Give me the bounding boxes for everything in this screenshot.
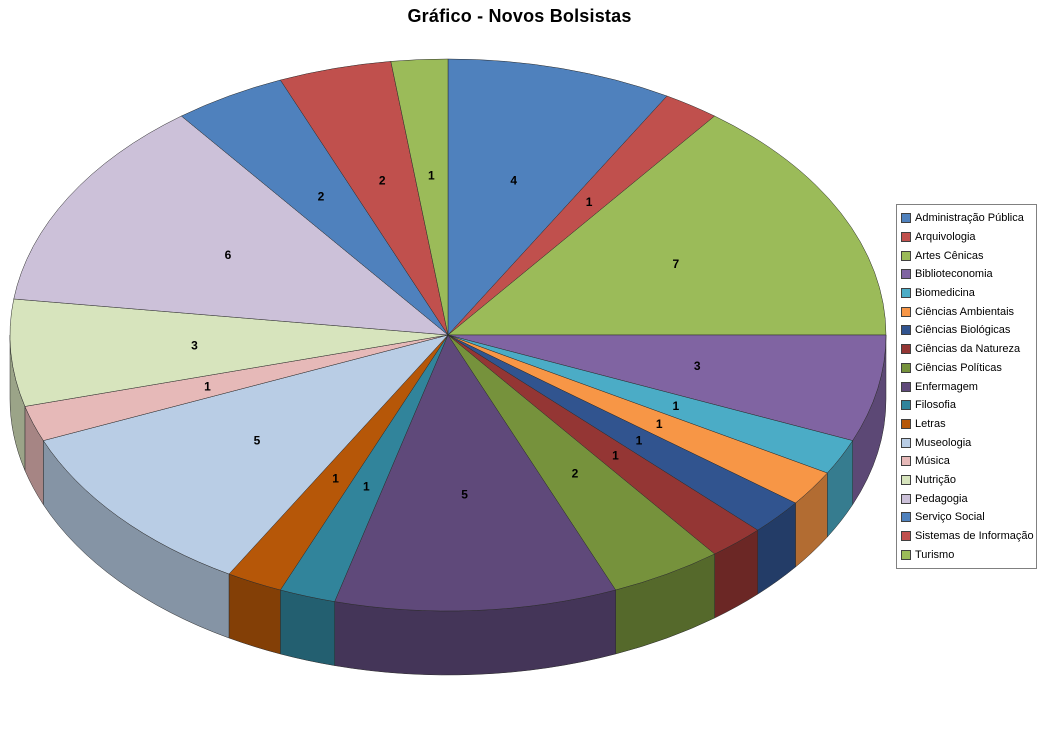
pie-slice-label: 1 (636, 434, 643, 448)
legend-label: Museologia (915, 436, 972, 449)
pie-slice (42, 334, 449, 575)
pie-slice (447, 334, 887, 441)
legend-label: Serviço Social (915, 511, 985, 524)
legend-item: Filosofia (901, 396, 1034, 415)
legend-item: Pedagogia (901, 489, 1034, 508)
legend-label: Sistemas de Informação (915, 530, 1034, 543)
legend-item: Museologia (901, 433, 1034, 452)
legend-swatch (901, 325, 911, 336)
legend-item: Música (901, 452, 1034, 471)
legend-label: Ciências Ambientais (915, 305, 1015, 318)
legend-label: Música (915, 455, 950, 468)
pie-slice-label: 2 (572, 467, 579, 481)
legend-swatch (901, 344, 911, 355)
legend-label: Letras (915, 417, 946, 430)
pie-slice-label: 3 (694, 359, 701, 373)
legend-label: Pedagogia (915, 492, 968, 505)
pie-slice (447, 58, 668, 336)
legend-item: Biomedicina (901, 284, 1034, 303)
pie-slice-label: 1 (672, 399, 679, 413)
legend-item: Serviço Social (901, 508, 1034, 527)
pie-slice (447, 115, 887, 336)
legend-swatch (901, 418, 911, 429)
legend-swatch (901, 213, 911, 224)
pie-slice-label: 1 (428, 168, 435, 182)
pie-slice-label: 1 (586, 195, 593, 209)
legend-swatch (901, 400, 911, 411)
pie-slice-label: 3 (191, 338, 198, 352)
pie-slice-label: 4 (510, 173, 517, 187)
legend-label: Biomedicina (915, 287, 975, 300)
legend-swatch (901, 512, 911, 523)
legend-item: Ciências Biológicas (901, 321, 1034, 340)
pie-slice-label: 1 (204, 379, 211, 393)
legend-swatch (901, 493, 911, 504)
legend-item: Nutrição (901, 471, 1034, 490)
legend-label: Ciências da Natureza (915, 343, 1021, 356)
legend-item: Enfermagem (901, 377, 1034, 396)
pie-slice-label: 7 (672, 257, 679, 271)
legend-label: Filosofia (915, 399, 956, 412)
pie-slice (13, 115, 449, 336)
legend-swatch (901, 306, 911, 317)
legend: Administração Pública Arquivologia Artes C… (896, 204, 1037, 570)
legend-label: Ciências Políticas (915, 361, 1002, 374)
legend-label: Enfermagem (915, 380, 978, 393)
legend-item: Ciências Políticas (901, 359, 1034, 378)
pie-slice-label: 1 (332, 472, 339, 486)
pie-slice-label: 2 (379, 173, 386, 187)
legend-swatch (901, 474, 911, 485)
legend-label: Nutrição (915, 473, 956, 486)
legend-label: Biblioteconomia (915, 268, 993, 281)
legend-item: Administração Pública (901, 209, 1034, 228)
legend-item: Ciências da Natureza (901, 340, 1034, 359)
legend-swatch (901, 531, 911, 542)
chart-title: Gráfico - Novos Bolsistas (407, 6, 632, 26)
pie-slice (9, 298, 449, 407)
legend-label: Turismo (915, 548, 955, 561)
legend-item: Letras (901, 415, 1034, 434)
legend-swatch (901, 269, 911, 280)
pie-slice (390, 58, 449, 336)
legend-swatch (901, 437, 911, 448)
pie-slice-label: 5 (254, 434, 261, 448)
legend-swatch (901, 250, 911, 261)
pie-slice-label: 1 (612, 448, 619, 462)
pie-slice-label: 6 (225, 248, 232, 262)
legend-label: Administração Pública (915, 212, 1024, 225)
legend-label: Artes Cênicas (915, 249, 984, 262)
legend-swatch (901, 288, 911, 299)
legend-swatch (901, 232, 911, 243)
legend-label: Arquivologia (915, 231, 976, 244)
legend-item: Ciências Ambientais (901, 302, 1034, 321)
pie-slice-label: 1 (363, 480, 370, 494)
pie-slice-label: 1 (656, 417, 663, 431)
legend-swatch (901, 381, 911, 392)
pie-slice-label: 5 (461, 488, 468, 502)
pie-slice-label: 2 (318, 189, 325, 203)
legend-item: Turismo (901, 545, 1034, 564)
legend-label: Ciências Biológicas (915, 324, 1011, 337)
legend-item: Sistemas de Informação (901, 527, 1034, 546)
pie-slice (334, 334, 617, 612)
legend-swatch (901, 362, 911, 373)
legend-item: Biblioteconomia (901, 265, 1034, 284)
legend-item: Artes Cênicas (901, 246, 1034, 265)
legend-swatch (901, 549, 911, 560)
legend-item: Arquivologia (901, 228, 1034, 247)
pie-slice-side (280, 589, 335, 666)
legend-swatch (901, 456, 911, 467)
